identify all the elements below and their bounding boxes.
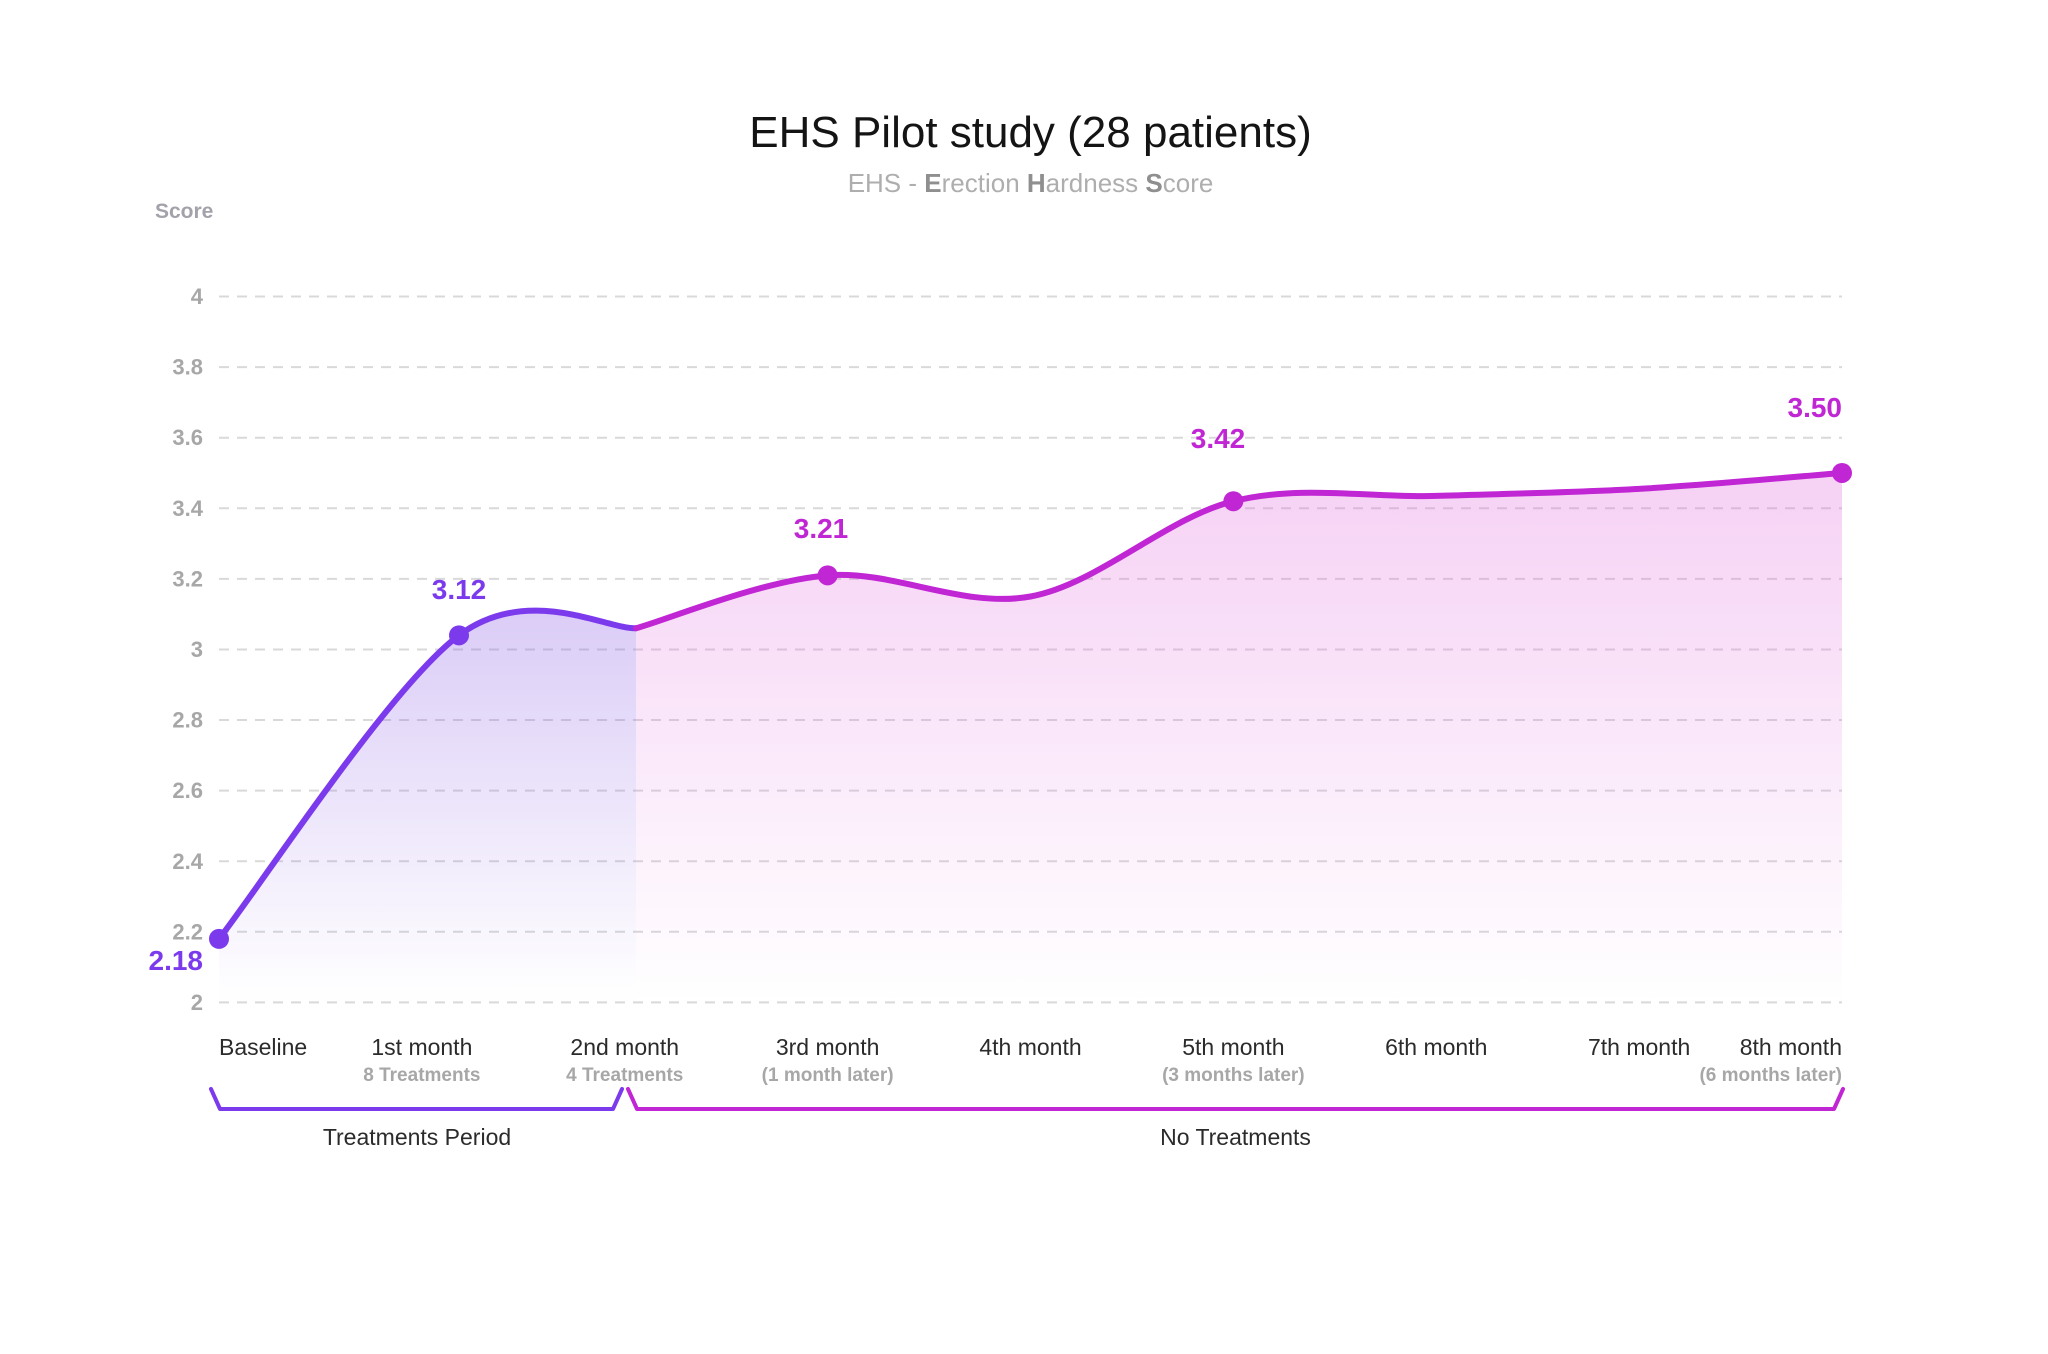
svg-text:3.2: 3.2	[172, 566, 203, 591]
svg-text:2.18: 2.18	[149, 945, 204, 976]
svg-text:3.8: 3.8	[172, 355, 203, 380]
svg-text:3.50: 3.50	[1788, 392, 1843, 423]
svg-text:2.8: 2.8	[172, 708, 203, 733]
svg-text:3.12: 3.12	[432, 574, 487, 605]
svg-text:3.21: 3.21	[794, 513, 849, 544]
svg-text:3.4: 3.4	[172, 496, 203, 521]
svg-text:2.4: 2.4	[172, 849, 203, 874]
svg-text:3.6: 3.6	[172, 425, 203, 450]
svg-text:2: 2	[191, 990, 203, 1015]
svg-text:3.42: 3.42	[1191, 423, 1246, 454]
svg-text:3: 3	[191, 637, 203, 662]
svg-text:2.2: 2.2	[172, 919, 203, 944]
svg-text:4: 4	[191, 284, 204, 309]
svg-text:2.6: 2.6	[172, 778, 203, 803]
